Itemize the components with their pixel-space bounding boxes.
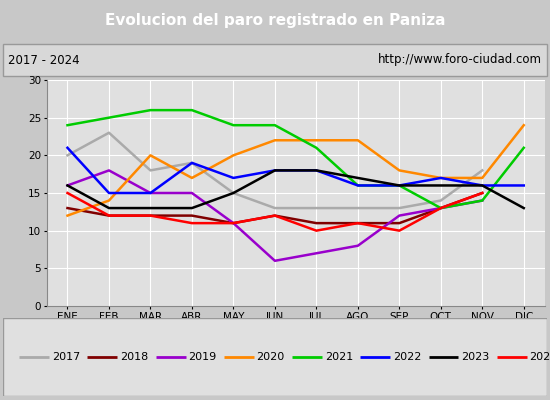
Text: 2024: 2024 — [530, 352, 550, 362]
FancyBboxPatch shape — [3, 318, 547, 396]
Text: Evolucion del paro registrado en Paniza: Evolucion del paro registrado en Paniza — [104, 14, 446, 28]
Text: http://www.foro-ciudad.com: http://www.foro-ciudad.com — [378, 54, 542, 66]
Text: 2023: 2023 — [461, 352, 490, 362]
Text: 2017: 2017 — [52, 352, 80, 362]
Text: 2020: 2020 — [256, 352, 285, 362]
Text: 2018: 2018 — [120, 352, 148, 362]
Text: 2022: 2022 — [393, 352, 421, 362]
FancyBboxPatch shape — [3, 44, 547, 76]
Text: 2017 - 2024: 2017 - 2024 — [8, 54, 80, 66]
Text: 2021: 2021 — [324, 352, 353, 362]
Text: 2019: 2019 — [188, 352, 217, 362]
